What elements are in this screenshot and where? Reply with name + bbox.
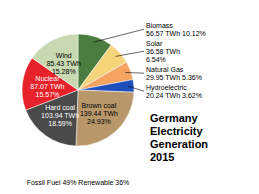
svg-text:Hydroelectric20.24 TWh 3.62%: Hydroelectric20.24 TWh 3.62% [146,84,202,99]
svg-text:Wind85.43 TWh15.28%: Wind85.43 TWh15.28% [47,51,81,74]
html-text:Fossil Fuel 49% Renewable 36%: Fossil Fuel 49% Renewable 36% [26,179,130,186]
html-text:Germany Electricity Generation: Germany Electricity Generation 2015 [150,112,209,163]
svg-text:Hard coal103.94 TWh18.59%: Hard coal103.94 TWh18.59% [41,104,79,127]
svg-text:Solar36.58 TWh6.54%: Solar36.58 TWh6.54% [146,40,180,63]
svg-text:Natural Gas29.95 TWh 5.36%: Natural Gas29.95 TWh 5.36% [146,66,202,81]
svg-text:Brown coal139.44 TWh24.93%: Brown coal139.44 TWh24.93% [80,101,118,124]
svg-text:Biomass56.57 TWh 10.12%: Biomass56.57 TWh 10.12% [146,22,206,37]
svg-text:Nuclear87.07 TWh15.57%: Nuclear87.07 TWh15.57% [30,75,64,98]
